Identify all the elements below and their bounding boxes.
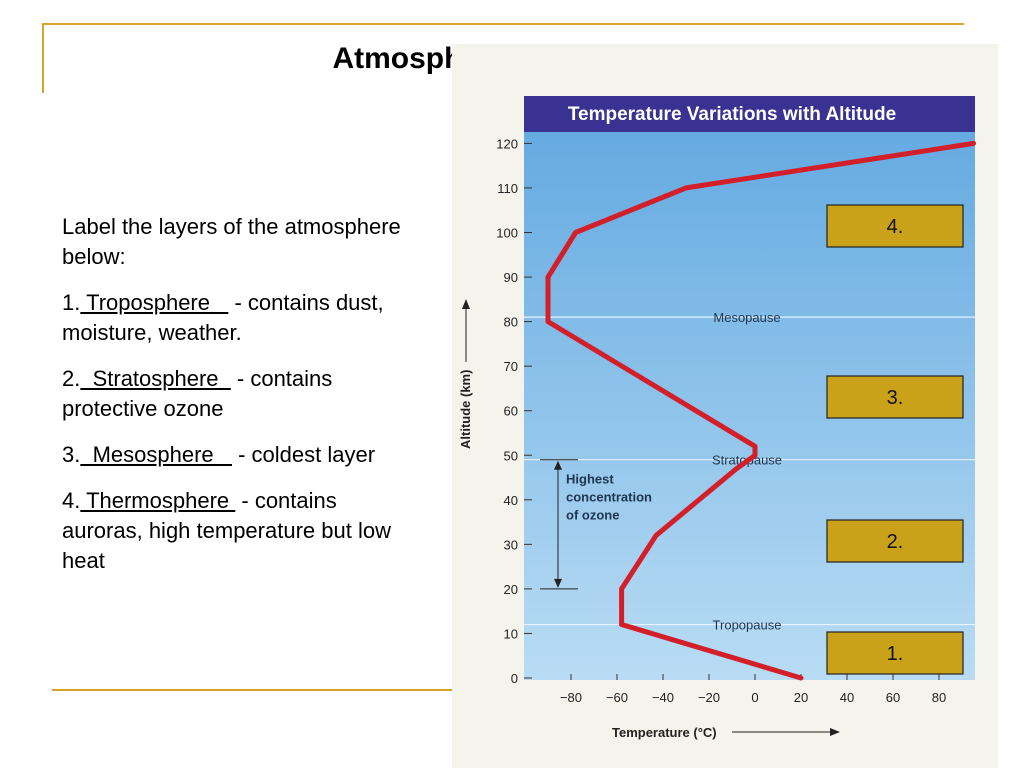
top-rule: [42, 23, 964, 25]
x-tick-label: 40: [840, 690, 854, 705]
x-tick-label: 80: [932, 690, 946, 705]
answer-text: Thermosphere: [80, 488, 236, 513]
ozone-arrow-up: [554, 460, 562, 470]
boundary-label: Mesopause: [713, 310, 780, 325]
answer-description: - contains auroras, high temperature but…: [62, 488, 391, 573]
y-tick-label: 100: [496, 226, 518, 241]
ozone-label: concentration: [566, 490, 652, 505]
answer-description: - coldest layer: [232, 442, 376, 467]
boundary-label: Tropopause: [713, 618, 782, 633]
layer-label-text: 3.: [887, 387, 904, 409]
chart-title: Temperature Variations with Altitude: [568, 104, 896, 125]
y-tick-label: 80: [504, 315, 518, 330]
y-tick-label: 90: [504, 270, 518, 285]
answer-number: 2.: [62, 366, 81, 391]
y-tick-label: 30: [504, 537, 518, 552]
left-rule: [42, 23, 44, 93]
answer-number: 4.: [62, 488, 81, 513]
temperature-curve: [545, 140, 976, 681]
instructions: Label the layers of the atmosphere below…: [62, 212, 412, 592]
answer-description: - contains protective ozone: [62, 366, 333, 421]
answer-2: 2. Stratosphere - contains protective oz…: [62, 364, 412, 424]
x-tick-label: 60: [886, 690, 900, 705]
chart-title-bar: [524, 96, 975, 132]
layer-label-text: 2.: [887, 531, 904, 553]
x-axis-title: Temperature (°C): [612, 725, 717, 740]
prompt-text: Label the layers of the atmosphere below…: [62, 214, 401, 269]
answer-number: 1.: [62, 290, 81, 315]
x-tick-label: −60: [606, 690, 628, 705]
y-tick-label: 0: [511, 671, 518, 686]
x-tick-label: −40: [652, 690, 674, 705]
x-tick-label: −20: [698, 690, 720, 705]
x-tick-label: −80: [560, 690, 582, 705]
y-tick-label: 50: [504, 448, 518, 463]
layer-label-box: [826, 631, 964, 675]
layer-label-text: 1.: [887, 643, 904, 665]
ozone-label: of ozone: [566, 508, 619, 523]
chart-figure: Temperature Variations with Altitude 0 10…: [452, 44, 998, 768]
y-tick-label: 10: [504, 626, 518, 641]
y-axis-arrow-head: [462, 299, 470, 309]
x-tick-label: 0: [751, 690, 758, 705]
layer-label-text: 4.: [887, 216, 904, 238]
layer-label-box: [826, 204, 964, 248]
answer-text: Mesosphere: [80, 442, 232, 467]
answer-4: 4. Thermosphere - contains auroras, high…: [62, 486, 412, 576]
answer-number: 3.: [62, 442, 81, 467]
y-tick-label: 120: [496, 136, 518, 151]
y-tick-label: 20: [504, 582, 518, 597]
answer-3: 3. Mesosphere - coldest layer: [62, 440, 412, 470]
y-tick-label: 60: [504, 404, 518, 419]
answer-text: Troposphere: [80, 290, 229, 315]
y-tick-label: 70: [504, 359, 518, 374]
y-axis-title: Altitude (km): [458, 370, 473, 449]
layer-label-box: [826, 519, 964, 563]
ozone-label: Highest: [566, 472, 614, 487]
layer-label-box: [826, 375, 964, 419]
answer-1: 1. Troposphere - contains dust, moisture…: [62, 288, 412, 348]
x-axis-arrow-head: [830, 728, 840, 736]
bottom-rule: [52, 689, 452, 691]
y-tick-label: 110: [497, 181, 518, 196]
x-tick-label: 20: [794, 690, 808, 705]
answer-description: - contains dust, moisture, weather.: [62, 290, 384, 345]
answer-text: Stratosphere: [80, 366, 231, 391]
y-tick-label: 40: [504, 493, 518, 508]
temperature-altitude-chart: Temperature Variations with Altitude 0 10…: [458, 96, 976, 740]
ozone-arrow-down: [554, 578, 562, 588]
